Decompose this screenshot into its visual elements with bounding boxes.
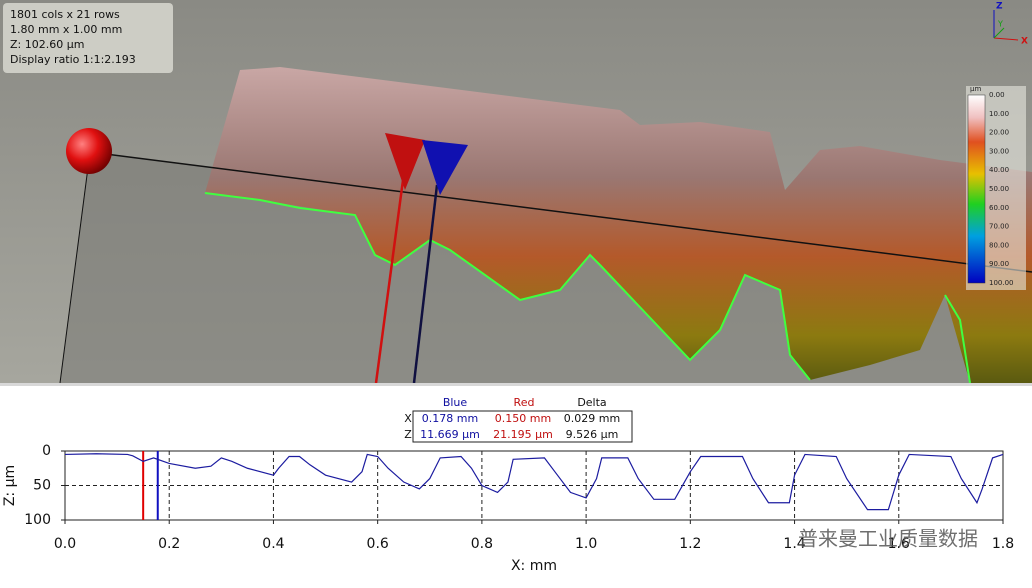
colorbar-tick-label: 80.00: [989, 241, 1009, 249]
x-axis-label: X: mm: [511, 558, 557, 574]
cell: 9.526 µm: [566, 428, 619, 441]
measure-table: [412, 410, 633, 443]
cell: 21.195 µm: [493, 428, 553, 441]
colorbar-tick-label: 20.00: [989, 129, 1009, 137]
colorbar-tick-label: 30.00: [989, 147, 1009, 155]
plane-edge: [89, 151, 1032, 273]
colorbar: [967, 94, 986, 284]
x-tick-label: 1.6: [888, 536, 910, 552]
red-cursor-line: [374, 179, 405, 384]
gizmo-label: X: [1021, 37, 1028, 47]
table-header: Delta: [577, 396, 606, 409]
x-tick-label: 1.2: [679, 536, 701, 552]
colorbar-tick-label: 10.00: [989, 110, 1009, 118]
colorbar-tick-label: 50.00: [989, 185, 1009, 193]
x-tick-label: 0.0: [54, 536, 76, 552]
colorbar-tick-label: 60.00: [989, 204, 1009, 212]
cell: 11.669 µm: [420, 428, 480, 441]
colorbar-tick-label: 100.00: [989, 279, 1014, 287]
plane-edge: [59, 151, 91, 384]
info-line: 1.80 mm x 1.00 mm: [10, 23, 122, 36]
row-label: X: [404, 412, 412, 425]
x-tick-label: 0.4: [262, 536, 284, 552]
table-header: Blue: [443, 396, 468, 409]
info-line: Z: 102.60 µm: [10, 38, 84, 51]
gizmo-axis: [993, 37, 1019, 41]
x-tick-label: 1.8: [992, 536, 1014, 552]
red-cursor-marker[interactable]: [385, 133, 425, 190]
cell: 0.029 mm: [564, 412, 620, 425]
table-header: Red: [514, 396, 535, 409]
info-line: 1801 cols x 21 rows: [10, 8, 120, 21]
profile-edge: [204, 192, 811, 381]
gizmo-label: Z: [996, 2, 1003, 12]
watermark: 普来曼工业质量数据: [798, 527, 978, 551]
info-box: [3, 3, 173, 73]
info-line: Display ratio 1:1:2.193: [10, 53, 136, 66]
rotation-handle[interactable]: [66, 128, 112, 174]
x-tick-label: 1.0: [575, 536, 597, 552]
colorbar-tick-label: 0.00: [989, 91, 1005, 99]
splitter[interactable]: [0, 383, 1032, 386]
cell: 0.150 mm: [495, 412, 551, 425]
gizmo-label: Y: [997, 20, 1003, 29]
y-axis-label: Z: µm: [2, 465, 18, 506]
x-tick-label: 0.8: [471, 536, 493, 552]
y-tick-label: 100: [24, 512, 51, 528]
y-tick-label: 50: [33, 478, 51, 494]
y-tick-label: 0: [42, 443, 51, 459]
x-tick-label: 1.4: [783, 536, 805, 552]
colorbar-unit: µm: [970, 85, 981, 93]
row-label: Z: [404, 428, 412, 441]
gizmo-axis: [993, 27, 1005, 39]
x-tick-label: 0.2: [158, 536, 180, 552]
blue-cursor-line: [412, 184, 439, 384]
x-tick-label: 0.6: [367, 536, 389, 552]
profile-panel: [0, 383, 1032, 584]
colorbar-tick-label: 90.00: [989, 260, 1009, 268]
colorbar-tick-label: 70.00: [989, 223, 1009, 231]
blue-cursor-marker[interactable]: [422, 140, 468, 195]
profile-edge: [944, 294, 971, 384]
profile-line: [64, 453, 1004, 511]
colorbar-tick-label: 40.00: [989, 166, 1009, 174]
cell: 0.178 mm: [422, 412, 478, 425]
